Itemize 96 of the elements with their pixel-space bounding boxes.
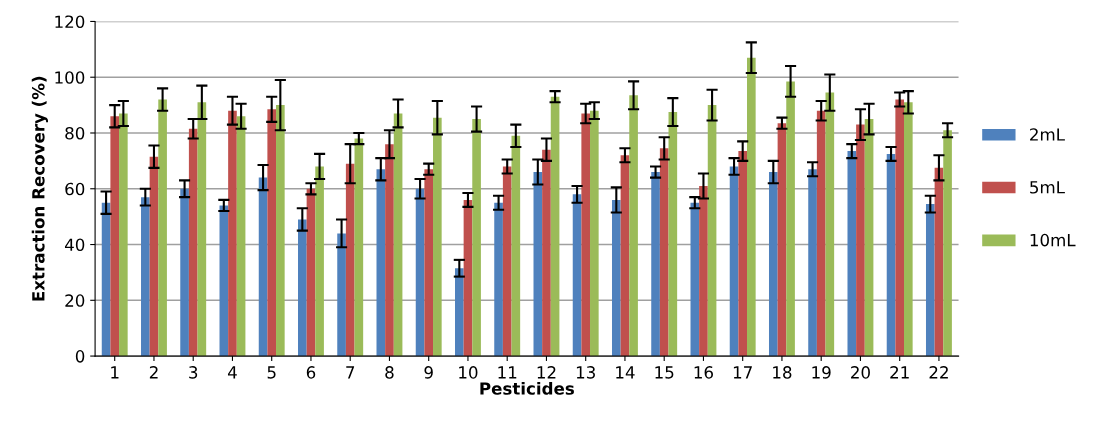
bar [943,130,952,357]
bar [629,95,638,357]
bar [197,102,207,357]
bar [533,172,543,357]
bar [455,268,464,357]
bar [463,199,473,357]
bar [433,117,442,357]
bar [620,155,630,357]
bar [550,96,560,357]
bar [236,116,246,357]
bar [925,204,935,357]
x-tick-label: 9 [424,366,433,379]
bar [581,113,591,357]
bar [472,119,481,357]
bar [376,169,386,357]
bar [651,172,660,357]
bar [337,233,346,357]
bar [572,194,582,357]
bar [385,144,394,357]
bar [856,124,865,357]
bar [590,110,599,357]
bar [354,138,364,357]
bar [777,123,787,357]
y-tick-label: 100 [55,71,85,84]
legend-label: 2mL [1030,128,1065,141]
bar [228,110,237,357]
bar [904,102,913,357]
bar [707,105,717,357]
bar [267,109,277,357]
x-tick-label: 15 [655,366,674,379]
x-tick-label: 14 [616,366,635,379]
bar [895,99,905,357]
bar [494,202,503,357]
bar [825,92,835,357]
bar [188,128,198,357]
bar [502,166,512,357]
y-tick-label: 40 [64,238,85,252]
x-tick-label: 20 [851,366,870,379]
y-axis-title: Extraction Recovery (%) [31,76,48,301]
bar [276,105,285,357]
y-tick-label: 80 [65,126,85,140]
bar [729,166,739,357]
y-tick-label: 120 [55,15,85,29]
x-axis-title: Pesticides [480,381,574,395]
x-tick-label: 12 [537,366,556,379]
bar [424,169,434,357]
bar [668,112,678,357]
x-tick-label: 11 [498,366,517,379]
x-tick-label: 7 [346,366,355,379]
bar [659,148,669,357]
bar [511,135,521,357]
x-tick-label: 17 [733,366,752,379]
bar [141,197,150,357]
x-tick-label: 5 [267,366,276,379]
bar [158,99,167,357]
legend-label: 5mL [1030,181,1065,194]
x-tick-label: 16 [694,366,713,379]
x-tick-label: 21 [890,366,909,379]
y-tick-label: 0 [75,350,85,363]
bar [786,81,795,357]
bar [149,156,159,357]
x-tick-label: 22 [929,366,948,379]
bar [864,119,874,357]
x-tick-label: 1 [111,366,119,379]
bar [886,153,896,357]
bar [219,205,229,357]
bar [768,172,778,357]
bar [180,188,189,357]
bar [306,188,316,357]
y-tick-label: 20 [65,294,85,307]
x-tick-label: 13 [576,366,595,379]
bar [816,110,826,357]
bar [393,113,403,357]
x-tick-label: 6 [306,366,316,379]
bar [738,151,748,357]
bar [119,113,128,357]
x-tick-label: 3 [189,366,198,379]
x-tick-label: 8 [385,366,394,379]
bar [699,185,708,357]
x-tick-label: 18 [773,366,792,379]
bar [298,219,307,357]
bar [690,202,700,357]
x-tick-label: 19 [812,366,831,379]
bar [847,151,857,357]
y-tick-label: 60 [65,182,85,196]
x-tick-label: 2 [149,366,158,379]
bar [110,116,120,357]
bar [808,169,817,357]
legend-label: 10mL [1030,233,1076,247]
bar [747,57,756,357]
bar [315,166,324,357]
bar [542,149,551,357]
x-tick-label: 4 [227,366,237,379]
bar [345,163,355,357]
bar [612,199,621,357]
x-tick-label: 10 [459,366,478,379]
